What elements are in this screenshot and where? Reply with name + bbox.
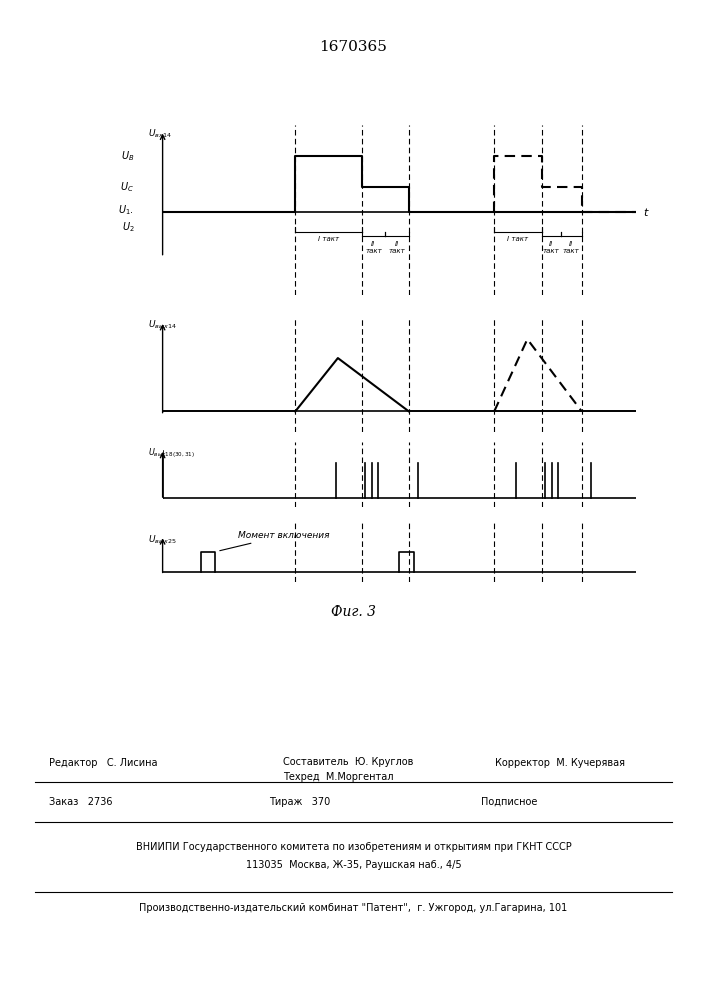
Text: II
такт: II такт bbox=[543, 241, 559, 254]
Text: $U_2$: $U_2$ bbox=[122, 220, 134, 234]
Text: ВНИИПИ Государственного комитета по изобретениям и открытиям при ГКНТ СССР: ВНИИПИ Государственного комитета по изоб… bbox=[136, 842, 571, 852]
Text: $U_{вых14}$: $U_{вых14}$ bbox=[148, 319, 177, 331]
Text: I такт: I такт bbox=[318, 236, 339, 242]
Text: $U_1.$: $U_1.$ bbox=[118, 203, 134, 217]
Text: II
такт: II такт bbox=[389, 241, 405, 254]
Text: Корректор  М. Кучерявая: Корректор М. Кучерявая bbox=[495, 758, 625, 768]
Text: $U_{вых25}$: $U_{вых25}$ bbox=[148, 534, 177, 546]
Text: 1670365: 1670365 bbox=[320, 40, 387, 54]
Text: Составитель  Ю. Круглов: Составитель Ю. Круглов bbox=[283, 757, 413, 767]
Text: Момент включения: Момент включения bbox=[220, 531, 330, 551]
Text: Подписное: Подписное bbox=[481, 797, 537, 807]
Text: $t$: $t$ bbox=[643, 206, 650, 218]
Text: 113035  Москва, Ж-35, Раушская наб., 4/5: 113035 Москва, Ж-35, Раушская наб., 4/5 bbox=[246, 860, 461, 870]
Text: Техред  М.Моргентал: Техред М.Моргентал bbox=[283, 772, 393, 782]
Text: Тираж   370: Тираж 370 bbox=[269, 797, 330, 807]
Text: Производственно-издательский комбинат "Патент",  г. Ужгород, ул.Гагарина, 101: Производственно-издательский комбинат "П… bbox=[139, 903, 568, 913]
Text: II
такт: II такт bbox=[365, 241, 382, 254]
Text: Редактор   С. Лисина: Редактор С. Лисина bbox=[49, 758, 158, 768]
Text: $U_{вых18(30,31)}$: $U_{вых18(30,31)}$ bbox=[148, 447, 195, 460]
Text: II
такт: II такт bbox=[563, 241, 580, 254]
Text: $U_C$: $U_C$ bbox=[120, 180, 134, 194]
Text: I такт: I такт bbox=[508, 236, 528, 242]
Text: $U_B$: $U_B$ bbox=[121, 149, 134, 162]
Text: Фиг. 3: Фиг. 3 bbox=[331, 605, 376, 619]
Text: $U_{вх14}$: $U_{вх14}$ bbox=[148, 127, 172, 140]
Text: Заказ   2736: Заказ 2736 bbox=[49, 797, 113, 807]
